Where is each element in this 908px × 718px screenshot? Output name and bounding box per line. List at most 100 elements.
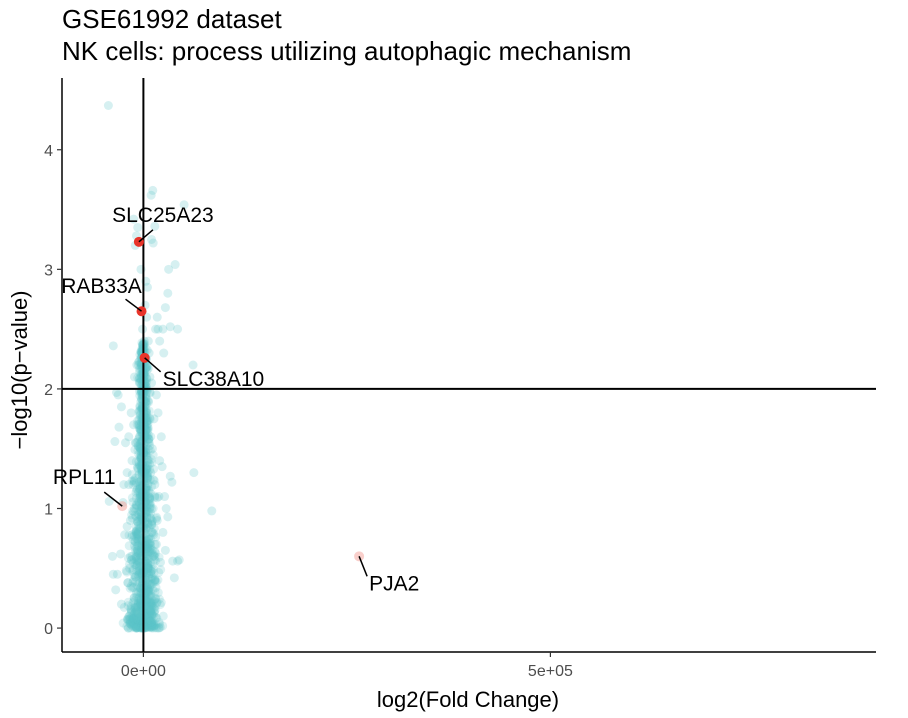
data-point <box>131 500 141 510</box>
data-point <box>145 388 155 398</box>
data-point <box>134 506 144 516</box>
data-point <box>145 493 155 503</box>
data-point <box>143 579 153 589</box>
data-point <box>150 552 160 562</box>
data-point <box>151 390 161 400</box>
data-point <box>134 457 144 467</box>
data-point <box>143 437 153 447</box>
data-point <box>135 378 145 388</box>
data-point <box>116 599 126 609</box>
data-point <box>134 572 144 582</box>
data-point <box>164 264 174 274</box>
data-point <box>144 523 154 533</box>
data-point <box>146 432 156 442</box>
data-point <box>137 394 147 404</box>
data-point <box>156 565 166 575</box>
data-point <box>158 324 168 334</box>
data-point <box>150 575 160 585</box>
data-point <box>157 462 167 472</box>
data-point <box>147 609 157 619</box>
data-point <box>133 539 143 549</box>
data-point <box>133 615 143 625</box>
data-point <box>147 623 157 633</box>
data-point <box>143 423 153 433</box>
data-point <box>129 596 139 606</box>
data-point <box>133 617 143 627</box>
data-point <box>151 612 161 622</box>
data-point <box>128 577 138 587</box>
data-point <box>129 582 139 592</box>
data-point <box>150 601 160 611</box>
data-point <box>143 563 153 573</box>
data-point <box>151 577 161 587</box>
data-point <box>142 536 152 546</box>
data-point <box>132 484 142 494</box>
data-point <box>126 605 136 615</box>
data-point <box>145 587 155 597</box>
data-point <box>147 378 157 388</box>
data-point <box>134 619 144 629</box>
data-point <box>145 610 155 620</box>
data-point <box>144 406 154 416</box>
data-point <box>150 546 160 556</box>
data-point <box>147 548 157 558</box>
data-point <box>127 583 137 593</box>
data-point <box>148 238 158 248</box>
data-point <box>142 612 152 622</box>
data-point <box>127 607 137 617</box>
data-point <box>143 584 153 594</box>
data-point <box>127 532 137 542</box>
data-point <box>154 594 164 604</box>
data-point <box>132 580 142 590</box>
data-point <box>147 595 157 605</box>
data-point <box>139 587 149 597</box>
data-point <box>188 360 198 370</box>
data-point <box>144 434 154 444</box>
data-point <box>133 587 143 597</box>
data-point <box>129 614 139 624</box>
data-point <box>145 598 155 608</box>
data-point <box>130 536 140 546</box>
data-point <box>137 467 147 477</box>
data-point <box>142 361 152 371</box>
data-point <box>104 496 114 506</box>
data-point <box>134 620 144 630</box>
data-point <box>131 606 141 616</box>
data-point <box>142 362 152 372</box>
data-point <box>127 510 137 520</box>
data-point <box>143 597 153 607</box>
data-point <box>143 519 153 529</box>
data-point <box>149 550 159 560</box>
data-point <box>169 573 179 583</box>
data-point <box>120 530 130 540</box>
data-point <box>149 608 159 618</box>
data-point <box>135 481 145 491</box>
data-point <box>146 607 156 617</box>
data-point <box>125 583 135 593</box>
data-point <box>142 377 152 387</box>
gene-label: SLC25A23 <box>112 204 214 227</box>
data-point <box>153 575 163 585</box>
data-point <box>148 601 158 611</box>
data-point <box>123 623 133 633</box>
data-point <box>134 615 144 625</box>
data-point <box>143 419 153 429</box>
data-point <box>143 609 153 619</box>
data-point <box>154 492 164 502</box>
data-point <box>142 541 152 551</box>
data-point <box>151 514 161 524</box>
data-point <box>140 402 150 412</box>
data-point <box>143 621 153 631</box>
data-point <box>130 605 140 615</box>
data-point <box>150 574 160 584</box>
data-point <box>129 475 139 485</box>
gene-label: RPL11 <box>53 466 116 489</box>
data-point <box>154 567 164 577</box>
data-point <box>147 520 157 530</box>
data-point <box>150 221 160 231</box>
data-point <box>133 548 143 558</box>
data-point <box>137 479 147 489</box>
data-point <box>144 615 154 625</box>
data-point <box>140 593 150 603</box>
data-point <box>134 498 144 508</box>
